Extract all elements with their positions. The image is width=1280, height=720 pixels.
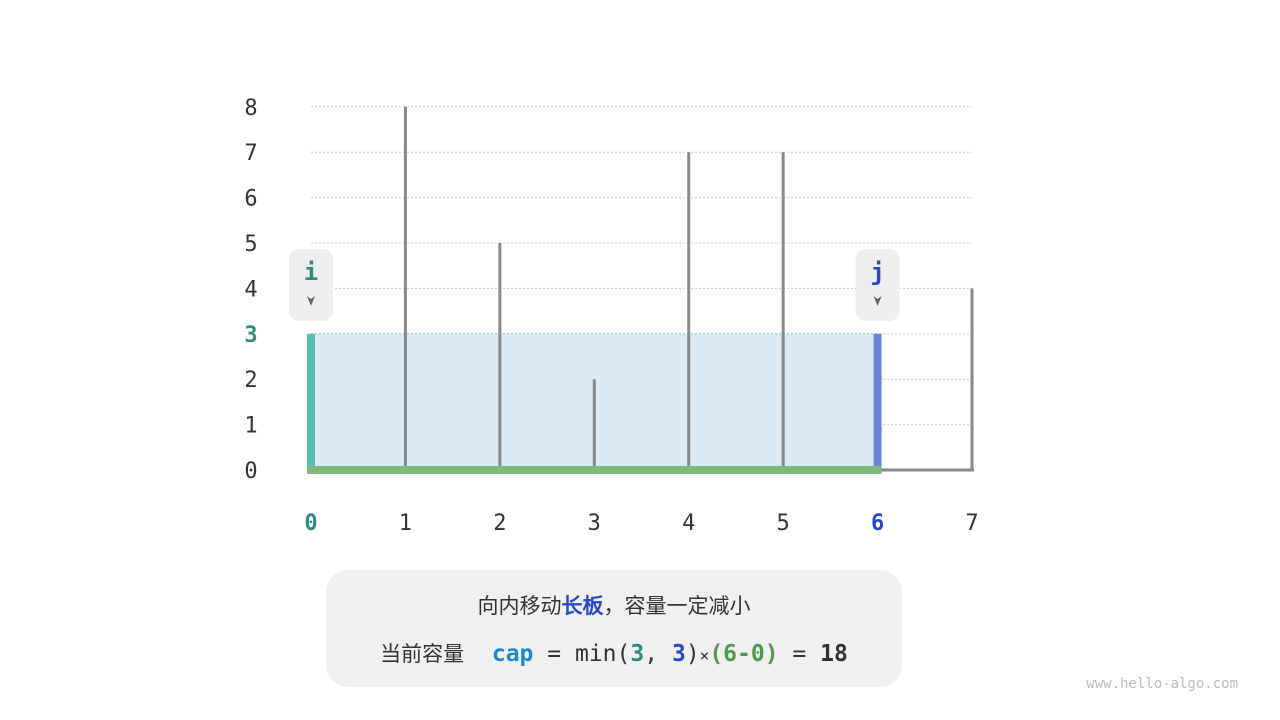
- x-tick-label: 0: [304, 511, 317, 536]
- text: ，容量一定减小: [603, 594, 751, 618]
- label: 当前容量: [380, 642, 465, 666]
- bar-j: [873, 333, 882, 470]
- y-tick-label: 3: [244, 323, 257, 348]
- comma: ,: [644, 641, 659, 667]
- x-tick-label: 5: [777, 511, 790, 536]
- y-tick-label: 8: [244, 96, 257, 121]
- container-diagram: 0 1 2 3 4 5 6 7 8 0 1 2 3 4 5 6 7 i j: [244, 96, 978, 536]
- emphasis-long-board: 长板: [561, 594, 604, 618]
- x-tick-label: 4: [682, 511, 695, 536]
- x-tick-label: 6: [871, 511, 884, 536]
- x-tick-label: 7: [965, 511, 978, 536]
- watermark: www.hello-algo.com: [1086, 676, 1238, 692]
- result: 18: [820, 641, 848, 667]
- y-tick-label: 0: [244, 459, 257, 484]
- floor-width: [307, 466, 882, 474]
- x-tick-label: 3: [588, 511, 601, 536]
- y-tick-label: 5: [244, 232, 257, 257]
- y-tick-label: 4: [244, 277, 257, 302]
- caption-line-1: 向内移动长板，容量一定减小: [326, 590, 902, 620]
- arrow-down-icon: [873, 296, 882, 306]
- caption-box: 向内移动长板，容量一定减小 当前容量 cap = min(3, 3)×(6-0)…: [326, 570, 902, 687]
- eq: =: [792, 641, 807, 667]
- y-tick-label: 2: [244, 368, 257, 393]
- x-tick-label: 1: [399, 511, 412, 536]
- width-expr: (6-0): [709, 641, 779, 667]
- caption-line-2: 当前容量 cap = min(3, 3)×(6-0) = 18: [326, 638, 902, 668]
- var-cap: cap: [491, 641, 534, 667]
- y-tick-label: 6: [244, 187, 257, 212]
- pointer-j-box: [855, 249, 900, 321]
- pointer-i-label: i: [304, 258, 318, 286]
- y-tick-label: 7: [244, 141, 257, 166]
- text: 向内移动: [477, 594, 562, 618]
- y-tick-label: 1: [244, 414, 257, 439]
- height-j: 3: [671, 641, 686, 667]
- arrow-down-icon: [307, 296, 315, 306]
- height-i: 3: [630, 641, 645, 667]
- x-tick-label: 2: [493, 511, 506, 536]
- bar-i: [307, 333, 315, 470]
- close: ): [685, 641, 700, 667]
- times: ×: [699, 646, 710, 665]
- pointer-j-label: j: [870, 258, 884, 286]
- min: min(: [574, 641, 631, 667]
- pointer-i-box: [289, 249, 333, 321]
- eq: =: [547, 641, 562, 667]
